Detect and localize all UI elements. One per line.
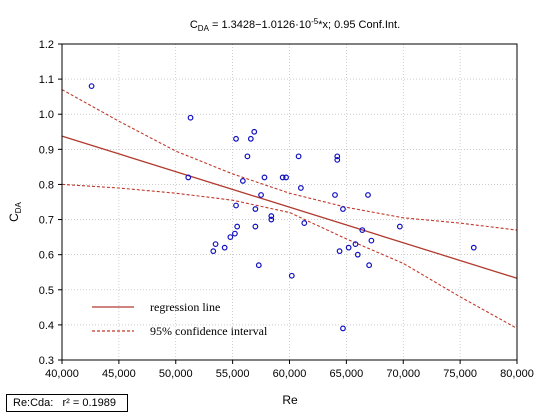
- r-squared-box: Re:Cda: r² = 0.1989: [6, 394, 128, 412]
- data-point: [295, 153, 302, 160]
- legend-label-regression: regression line: [150, 300, 220, 314]
- data-point: [297, 185, 304, 191]
- data-point: [239, 178, 246, 184]
- x-axis-ticks: 40,000 45,000 50,000 55,000 60,000 65,000 70,0…: [45, 360, 534, 380]
- confidence-interval: [61, 89, 518, 329]
- data-point: [268, 213, 275, 219]
- data-point: [396, 223, 403, 230]
- y-tick-label: 0.6: [39, 250, 54, 262]
- data-point: [185, 174, 192, 181]
- data-point: [252, 206, 259, 212]
- data-point: [187, 114, 194, 121]
- data-point: [334, 156, 341, 163]
- regression: [61, 135, 518, 279]
- data-point: [354, 251, 361, 258]
- y-tick-label: 0.3: [39, 355, 54, 367]
- legend: regression line 95% confidence interval: [92, 300, 268, 338]
- data-point: [210, 248, 217, 255]
- data-point: [345, 244, 352, 251]
- data-point: [470, 244, 477, 251]
- legend-label-confidence: 95% confidence interval: [150, 324, 268, 338]
- y-tick-label: 0.4: [39, 320, 54, 332]
- data-point: [332, 192, 338, 198]
- data-point: [212, 241, 219, 248]
- x-axis-label: Re: [282, 393, 298, 407]
- confidence-lower-line: [61, 183, 518, 329]
- x-tick-label: 80,000: [500, 368, 534, 380]
- data-point: [233, 202, 239, 209]
- x-tick-label: 55,000: [216, 368, 250, 380]
- data-point: [336, 248, 343, 255]
- regression-line: [61, 135, 518, 279]
- data-point: [258, 192, 264, 198]
- chart-title: CDA = 1.3428−1.0126·10-5*x; 0.95 Conf.In…: [190, 17, 400, 33]
- y-axis-label: CDA: [7, 201, 23, 221]
- data-point: [301, 220, 308, 226]
- x-tick-label: 50,000: [159, 368, 193, 380]
- data-point: [352, 241, 359, 248]
- data-point: [288, 272, 295, 279]
- data-point: [231, 230, 238, 237]
- y-axis-ticks: 0.3 0.4 0.5 0.6 0.7 0.8 0.9 1.0 1.1 1.2: [39, 39, 62, 367]
- data-point: [268, 216, 275, 223]
- data-point: [340, 325, 346, 332]
- grid: [61, 43, 518, 361]
- y-tick-label: 0.8: [39, 179, 54, 191]
- y-tick-label: 0.5: [39, 285, 54, 297]
- y-tick-label: 1.0: [39, 109, 54, 121]
- y-tick-label: 0.9: [39, 144, 54, 156]
- x-tick-label: 70,000: [386, 368, 420, 380]
- data-point: [251, 128, 258, 135]
- data-point: [261, 174, 268, 181]
- data-point: [244, 153, 251, 160]
- data-point: [334, 153, 341, 160]
- x-tick-label: 45,000: [102, 368, 136, 380]
- x-tick-label: 65,000: [330, 368, 364, 380]
- x-tick-label: 75,000: [443, 368, 477, 380]
- data-point: [252, 223, 259, 230]
- y-tick-label: 1.2: [39, 39, 54, 51]
- data-point: [359, 227, 366, 233]
- confidence-upper-line: [61, 89, 518, 231]
- data-point: [255, 262, 262, 269]
- data-point: [247, 135, 254, 142]
- data-points: [88, 83, 477, 332]
- data-point: [88, 83, 95, 90]
- data-point: [221, 244, 228, 251]
- data-point: [365, 192, 371, 198]
- x-tick-label: 60,000: [273, 368, 307, 380]
- data-point: [368, 237, 375, 244]
- data-point: [340, 206, 346, 212]
- data-point: [283, 174, 289, 181]
- data-point: [366, 262, 373, 269]
- data-point: [279, 174, 286, 181]
- y-tick-label: 0.7: [39, 215, 54, 227]
- plot-frame: [61, 43, 518, 361]
- x-tick-label: 40,000: [45, 368, 79, 380]
- data-point: [227, 234, 234, 241]
- data-point: [234, 223, 241, 230]
- y-tick-label: 1.1: [39, 74, 54, 86]
- data-point: [233, 135, 239, 142]
